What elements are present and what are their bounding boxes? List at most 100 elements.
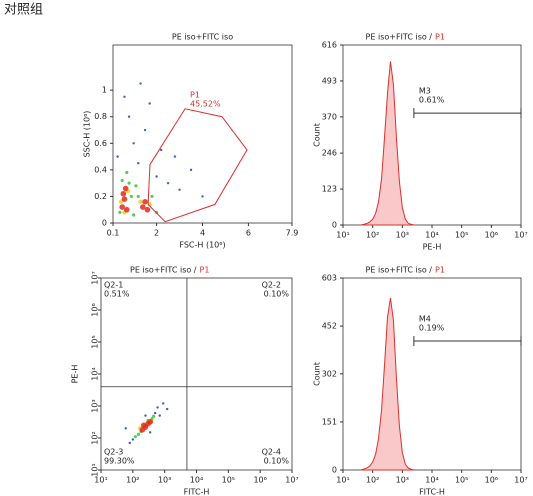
histogram	[360, 61, 415, 226]
x-tick-label: 10⁶	[253, 476, 266, 485]
point	[137, 162, 140, 165]
x-tick-label: 10⁷	[514, 231, 527, 240]
point	[118, 199, 124, 204]
y-tick-label: 10¹	[91, 463, 100, 476]
x-axis-label: PE-H	[423, 243, 442, 252]
x-tick-label: 10⁷	[285, 476, 298, 485]
x-tick-label: 2	[154, 229, 159, 238]
point	[153, 411, 157, 415]
point	[148, 102, 151, 105]
point	[132, 142, 135, 145]
x-tick-label: 10²	[366, 231, 379, 240]
y-tick-label: 0	[332, 221, 337, 230]
point	[144, 206, 151, 213]
quadrant-percent: 0.10%	[264, 290, 290, 299]
x-tick-label: 10³	[158, 476, 171, 485]
y-tick-label: 0.8	[94, 112, 107, 121]
point	[129, 194, 133, 199]
x-axis-label: FSC-H (10⁶)	[179, 241, 225, 250]
y-axis-label: Count	[313, 362, 322, 386]
point	[144, 414, 147, 417]
point	[124, 427, 127, 430]
x-tick-label: 10³	[396, 231, 409, 240]
y-tick-label: 0.4	[94, 165, 107, 174]
x-tick-label: 10²	[126, 476, 139, 485]
marker-name: M4	[419, 315, 431, 324]
panel-title-gate: P1	[435, 33, 445, 42]
y-axis-label: PE-H	[71, 365, 80, 384]
y-tick-label: 0	[332, 466, 337, 475]
point	[156, 406, 159, 409]
point	[159, 148, 163, 152]
panel-title: PE iso+FITC iso /	[366, 266, 433, 275]
x-tick-label: 10¹	[336, 476, 349, 485]
point	[140, 422, 147, 429]
point	[140, 204, 146, 210]
point	[127, 115, 131, 118]
x-tick-label: 10⁵	[455, 231, 468, 240]
point	[136, 194, 140, 199]
y-tick-label: 616	[322, 41, 337, 50]
point	[178, 188, 181, 191]
y-tick-label: 370	[322, 112, 337, 121]
point	[142, 198, 148, 205]
panel-title: PE iso+FITC iso /	[130, 266, 197, 275]
point	[120, 190, 127, 197]
gate	[147, 108, 248, 223]
point	[123, 206, 130, 213]
histogram	[360, 297, 415, 471]
y-tick-label: 0.2	[94, 192, 107, 201]
panel-title: PE iso+FITC iso /	[366, 33, 433, 42]
x-tick-label: 10⁴	[190, 476, 203, 485]
x-tick-label: 6	[246, 229, 251, 238]
y-tick-label: 452	[322, 322, 337, 331]
x-tick-label: 10⁶	[485, 231, 498, 240]
x-tick-label: 10¹	[336, 231, 349, 240]
point	[128, 441, 131, 445]
x-tick-label: 10⁵	[222, 476, 235, 485]
x-tick-label: 4	[200, 229, 205, 238]
point	[133, 435, 137, 439]
point	[120, 178, 124, 183]
plot-frame	[342, 277, 522, 471]
point	[136, 432, 141, 436]
point	[150, 194, 154, 199]
point	[132, 213, 136, 217]
y-tick-label: 0	[102, 219, 107, 228]
gate-name: P1	[190, 90, 200, 99]
x-tick-label: 7.9	[286, 229, 299, 238]
point	[138, 199, 143, 204]
y-tick-label: 10⁴	[91, 367, 100, 380]
quadrant-percent: 99.30%	[104, 457, 135, 466]
marker-name: M3	[419, 87, 431, 96]
panel-title: PE iso+FITC iso	[172, 33, 233, 42]
point	[121, 196, 128, 202]
y-tick-label: 603	[322, 274, 337, 283]
point	[131, 438, 135, 441]
y-tick-label: 123	[322, 185, 337, 194]
x-tick-label: 10²	[366, 476, 379, 485]
y-tick-label: 10⁷	[91, 271, 100, 284]
y-tick-label: 10³	[91, 399, 100, 412]
gate-percent: 45.52%	[190, 99, 221, 108]
point	[165, 407, 169, 411]
point	[189, 168, 193, 172]
x-tick-label: 10⁵	[455, 476, 468, 485]
x-tick-label: 10⁶	[485, 476, 498, 485]
point	[201, 195, 204, 198]
panel-title-gate: P1	[200, 266, 210, 275]
quadrant-name: Q2-4	[262, 448, 281, 457]
quadrant-name: Q2-2	[262, 281, 281, 290]
y-axis-label: SSC-H (10⁶)	[83, 111, 92, 158]
x-axis-label: FITC-H	[419, 488, 445, 496]
point	[127, 181, 131, 185]
point	[134, 184, 138, 188]
point	[152, 414, 156, 418]
point	[173, 155, 177, 158]
y-tick-label: 493	[322, 76, 337, 85]
marker-percent: 0.61%	[419, 96, 445, 105]
page-title: 对照组	[4, 3, 43, 18]
x-tick-label: 10⁴	[425, 476, 438, 485]
x-tick-label: 10⁷	[514, 476, 527, 485]
